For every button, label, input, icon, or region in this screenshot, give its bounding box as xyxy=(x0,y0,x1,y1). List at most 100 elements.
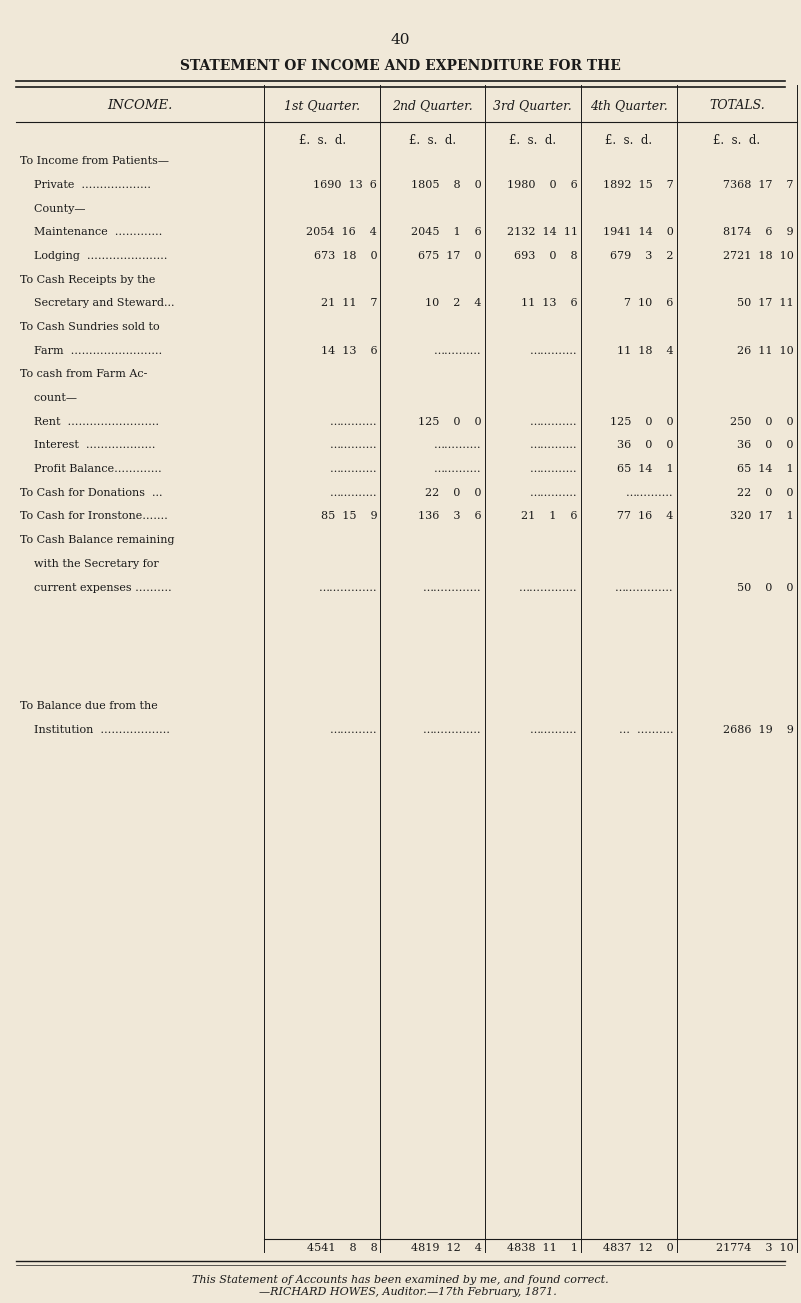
Text: 22    0    0: 22 0 0 xyxy=(425,487,481,498)
Text: 85  15    9: 85 15 9 xyxy=(320,512,377,521)
Text: 136    3    6: 136 3 6 xyxy=(418,512,481,521)
Text: …………….: ……………. xyxy=(615,582,674,593)
Text: 36    0    0: 36 0 0 xyxy=(617,440,674,451)
Text: 1980    0    6: 1980 0 6 xyxy=(507,180,578,190)
Text: 4838  11    1: 4838 11 1 xyxy=(507,1243,578,1253)
Text: £.  s.  d.: £. s. d. xyxy=(409,134,456,147)
Text: 2686  19    9: 2686 19 9 xyxy=(723,724,794,735)
Text: 50    0    0: 50 0 0 xyxy=(737,582,794,593)
Text: ………….: …………. xyxy=(330,464,377,474)
Text: Interest  ……………….: Interest ………………. xyxy=(20,440,155,451)
Text: …………….: ……………. xyxy=(423,582,481,593)
Text: 40: 40 xyxy=(391,33,410,47)
Text: 1892  15    7: 1892 15 7 xyxy=(603,180,674,190)
Text: …………….: ……………. xyxy=(519,582,578,593)
Text: 21774    3  10: 21774 3 10 xyxy=(716,1243,794,1253)
Text: To Cash for Donations  ...: To Cash for Donations ... xyxy=(20,487,163,498)
Text: ………….: …………. xyxy=(330,487,377,498)
Text: INCOME.: INCOME. xyxy=(107,99,173,112)
Text: ………….: …………. xyxy=(330,440,377,451)
Text: 1st Quarter.: 1st Quarter. xyxy=(284,99,360,112)
Text: Private  ……………….: Private ………………. xyxy=(20,180,151,190)
Text: 11  13    6: 11 13 6 xyxy=(521,298,578,309)
Text: ………….: …………. xyxy=(330,724,377,735)
Text: 8174    6    9: 8174 6 9 xyxy=(723,227,794,237)
Text: Maintenance  ………….: Maintenance …………. xyxy=(20,227,163,237)
Text: This Statement of Accounts has been examined by me, and found correct.
    —RICH: This Statement of Accounts has been exam… xyxy=(192,1276,609,1296)
Text: 4th Quarter.: 4th Quarter. xyxy=(590,99,668,112)
Text: 1941  14    0: 1941 14 0 xyxy=(603,227,674,237)
Text: 2721  18  10: 2721 18 10 xyxy=(723,251,794,261)
Text: ………….: …………. xyxy=(530,345,578,356)
Text: 4819  12    4: 4819 12 4 xyxy=(411,1243,481,1253)
Text: 2054  16    4: 2054 16 4 xyxy=(307,227,377,237)
Text: 693    0    8: 693 0 8 xyxy=(514,251,578,261)
Text: count—: count— xyxy=(20,394,77,403)
Text: 7368  17    7: 7368 17 7 xyxy=(723,180,794,190)
Text: To Cash Receipts by the: To Cash Receipts by the xyxy=(20,275,155,284)
Text: £.  s.  d.: £. s. d. xyxy=(299,134,346,147)
Text: …………….: ……………. xyxy=(319,582,377,593)
Text: 11  18    4: 11 18 4 xyxy=(617,345,674,356)
Text: £.  s.  d.: £. s. d. xyxy=(509,134,556,147)
Text: with the Secretary for: with the Secretary for xyxy=(20,559,159,569)
Text: Secretary and Steward...: Secretary and Steward... xyxy=(20,298,175,309)
Text: 1690  13  6: 1690 13 6 xyxy=(313,180,377,190)
Text: Farm  …………………….: Farm ……………………. xyxy=(20,345,162,356)
Text: STATEMENT OF INCOME AND EXPENDITURE FOR THE: STATEMENT OF INCOME AND EXPENDITURE FOR … xyxy=(180,59,621,73)
Text: 1805    8    0: 1805 8 0 xyxy=(411,180,481,190)
Text: current expenses ……….: current expenses ………. xyxy=(20,582,171,593)
Text: 125    0    0: 125 0 0 xyxy=(610,417,674,426)
Text: To Cash Sundries sold to: To Cash Sundries sold to xyxy=(20,322,159,332)
Text: ………….: …………. xyxy=(330,417,377,426)
Text: Rent  …………………….: Rent ……………………. xyxy=(20,417,159,426)
Text: …  ……….: … ………. xyxy=(619,724,674,735)
Text: 675  17    0: 675 17 0 xyxy=(418,251,481,261)
Text: 50  17  11: 50 17 11 xyxy=(737,298,794,309)
Text: 14  13    6: 14 13 6 xyxy=(320,345,377,356)
Text: To Cash Balance remaining: To Cash Balance remaining xyxy=(20,536,175,545)
Text: ………….: …………. xyxy=(530,417,578,426)
Text: 673  18    0: 673 18 0 xyxy=(314,251,377,261)
Text: 679    3    2: 679 3 2 xyxy=(610,251,674,261)
Text: ………….: …………. xyxy=(434,464,481,474)
Text: 320  17    1: 320 17 1 xyxy=(731,512,794,521)
Text: Lodging  ………………….: Lodging …………………. xyxy=(20,251,167,261)
Text: …………….: ……………. xyxy=(423,724,481,735)
Text: 250    0    0: 250 0 0 xyxy=(731,417,794,426)
Text: ………….: …………. xyxy=(434,440,481,451)
Text: ………….: …………. xyxy=(530,724,578,735)
Text: 26  11  10: 26 11 10 xyxy=(737,345,794,356)
Text: ………….: …………. xyxy=(530,464,578,474)
Text: 7  10    6: 7 10 6 xyxy=(624,298,674,309)
Text: To cash from Farm Ac-: To cash from Farm Ac- xyxy=(20,369,147,379)
Text: Profit Balance………….: Profit Balance…………. xyxy=(20,464,162,474)
Text: To Cash for Ironstone…….: To Cash for Ironstone……. xyxy=(20,512,167,521)
Text: Institution  ……………….: Institution ………………. xyxy=(20,724,170,735)
Text: £.  s.  d.: £. s. d. xyxy=(606,134,652,147)
Text: TOTALS.: TOTALS. xyxy=(709,99,765,112)
Text: 4541    8    8: 4541 8 8 xyxy=(307,1243,377,1253)
Text: 3rd Quarter.: 3rd Quarter. xyxy=(493,99,572,112)
Text: 2132  14  11: 2132 14 11 xyxy=(506,227,578,237)
Text: 65  14    1: 65 14 1 xyxy=(737,464,794,474)
Text: County—: County— xyxy=(20,203,86,214)
Text: ………….: …………. xyxy=(530,487,578,498)
Text: 22    0    0: 22 0 0 xyxy=(737,487,794,498)
Text: 21  11    7: 21 11 7 xyxy=(320,298,377,309)
Text: ………….: …………. xyxy=(530,440,578,451)
Text: 36    0    0: 36 0 0 xyxy=(737,440,794,451)
Text: ………….: …………. xyxy=(626,487,674,498)
Text: £.  s.  d.: £. s. d. xyxy=(714,134,760,147)
Text: 4837  12    0: 4837 12 0 xyxy=(603,1243,674,1253)
Text: 21    1    6: 21 1 6 xyxy=(521,512,578,521)
Text: 2045    1    6: 2045 1 6 xyxy=(411,227,481,237)
Text: 125    0    0: 125 0 0 xyxy=(418,417,481,426)
Text: 65  14    1: 65 14 1 xyxy=(617,464,674,474)
Text: 10    2    4: 10 2 4 xyxy=(425,298,481,309)
Text: ………….: …………. xyxy=(434,345,481,356)
Text: To Income from Patients—: To Income from Patients— xyxy=(20,156,169,167)
Text: 77  16    4: 77 16 4 xyxy=(618,512,674,521)
Text: To Balance due from the: To Balance due from the xyxy=(20,701,158,711)
Text: 2nd Quarter.: 2nd Quarter. xyxy=(392,99,473,112)
